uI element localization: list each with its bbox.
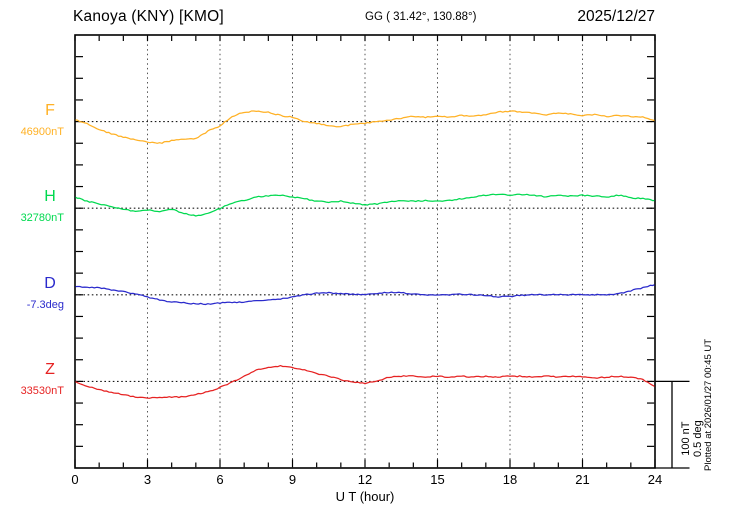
plotted-at-text: Plotted at 2026/01/27 00:45 UT — [703, 338, 714, 471]
curve-Z — [75, 364, 655, 399]
component-baseline-value-D: -7.3deg — [26, 298, 64, 311]
component-label-D: D — [44, 274, 56, 292]
page-title: Kanoya (KNY) [KMO] — [73, 8, 224, 25]
component-label-H: H — [44, 188, 56, 206]
component-baseline-value-Z: 33530nT — [20, 385, 64, 398]
curve-H — [75, 193, 655, 217]
x-tick-label-21: 21 — [575, 472, 590, 487]
component-label-Z: Z — [45, 361, 55, 379]
component-baseline-value-F: 46900nT — [20, 125, 64, 138]
curve-F — [75, 110, 655, 144]
x-tick-label-6: 6 — [216, 472, 224, 487]
x-tick-label-15: 15 — [430, 472, 445, 487]
component-label-F: F — [45, 101, 55, 119]
plot-frame — [74, 34, 656, 469]
x-tick-label-9: 9 — [288, 472, 297, 487]
x-axis-title: U T (hour) — [335, 489, 395, 504]
curve-D — [75, 284, 655, 306]
scale-bar-label: 100 nT 0.5 deg — [680, 420, 704, 457]
x-tick-label-24: 24 — [647, 472, 663, 487]
x-tick-label-3: 3 — [143, 472, 152, 487]
geographic-coordinates: GG ( 31.42°, 130.88°) — [365, 11, 477, 23]
scale-bar-label-nt: 100 nT — [680, 421, 692, 456]
x-tick-label-18: 18 — [502, 472, 518, 487]
x-tick-label-12: 12 — [357, 472, 373, 487]
x-tick-label-0: 0 — [71, 472, 79, 487]
component-baseline-value-H: 32780nT — [20, 212, 64, 225]
plot-date: 2025/12/27 — [577, 8, 655, 25]
